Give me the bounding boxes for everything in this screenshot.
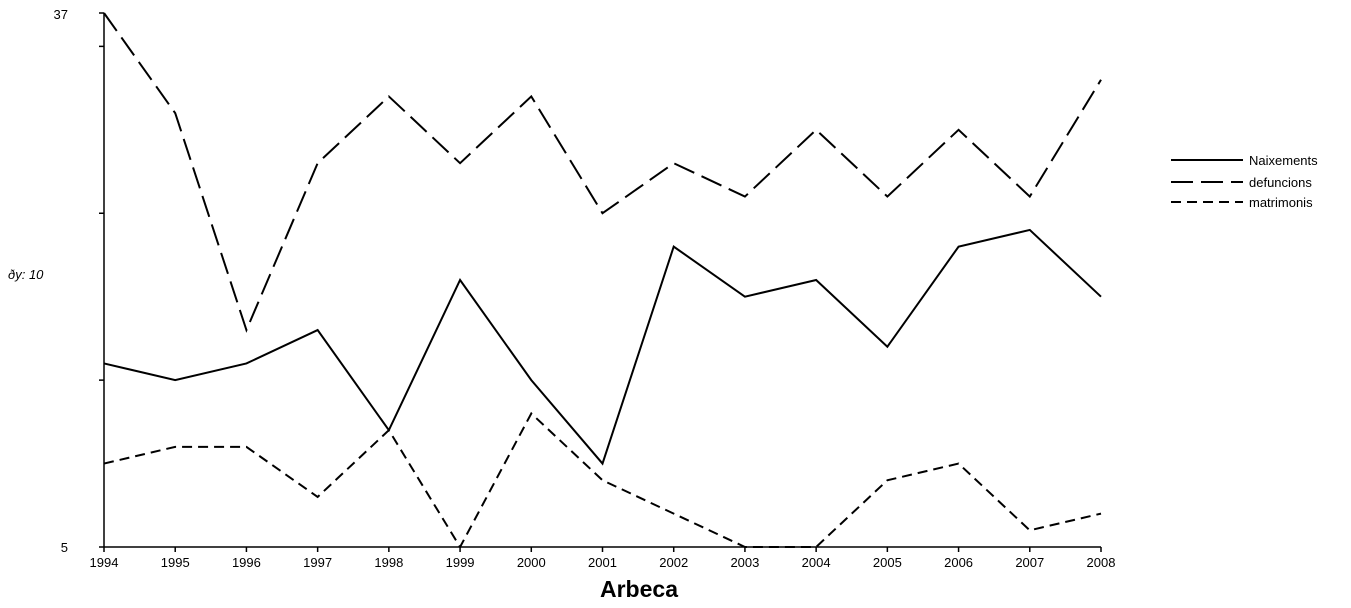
x-tick-label: 2006 <box>944 555 973 570</box>
legend-label-matrimonis: matrimonis <box>1249 195 1313 210</box>
x-tick-label: 2007 <box>1015 555 1044 570</box>
y-tick-label-bottom: 5 <box>61 540 68 555</box>
x-tick-label: 1999 <box>446 555 475 570</box>
y-tick-label-top: 37 <box>54 7 68 22</box>
legend-label-defuncions: defuncions <box>1249 175 1312 190</box>
x-tick-label: 2001 <box>588 555 617 570</box>
x-tick-label: 2004 <box>802 555 831 570</box>
x-tick-label: 2008 <box>1087 555 1116 570</box>
series-line-naixements <box>103 228 1102 466</box>
x-tick-label: 1998 <box>374 555 403 570</box>
series-line-defuncions <box>103 12 1102 333</box>
x-tick-label: 1995 <box>161 555 190 570</box>
x-tick-label: 1997 <box>303 555 332 570</box>
x-tick-label: 2003 <box>730 555 759 570</box>
x-tick-label: 1996 <box>232 555 261 570</box>
legend-label-naixements: Naixements <box>1249 153 1318 168</box>
chart-title: Arbeca <box>600 576 678 602</box>
legend: Naixements defuncions matrimonis <box>1171 153 1318 210</box>
x-tick-label: 2002 <box>659 555 688 570</box>
x-tick-label: 2000 <box>517 555 546 570</box>
side-label: ðy: 10 <box>8 267 44 282</box>
x-tick-label: 1994 <box>90 555 119 570</box>
series-line-matrimonis <box>103 411 1102 550</box>
x-tick-label: 2005 <box>873 555 902 570</box>
